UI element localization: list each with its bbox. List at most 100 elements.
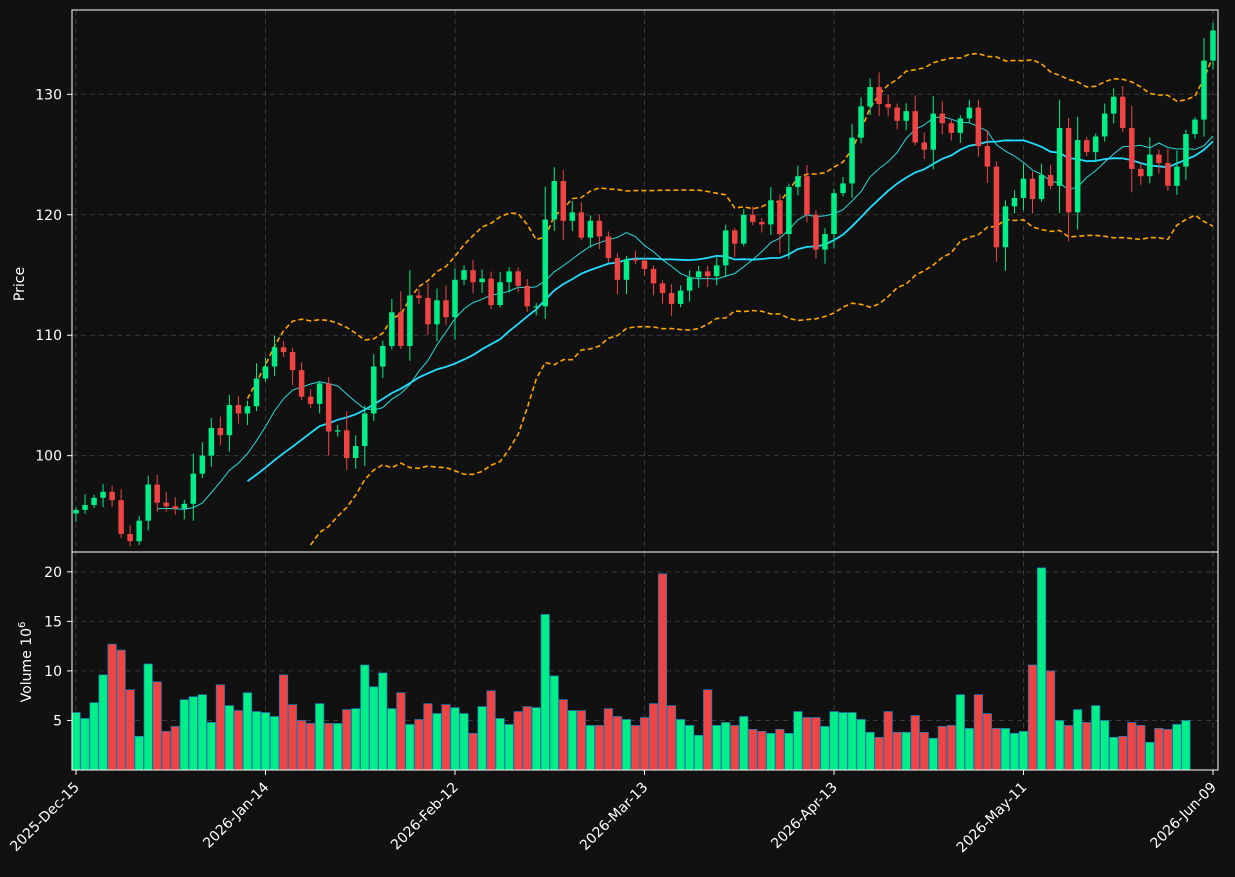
volume-bar: [531, 707, 541, 771]
candle-body: [632, 259, 639, 261]
candle-body: [1074, 140, 1081, 213]
volume-bar: [1082, 722, 1092, 771]
volume-tick-label: 5: [53, 713, 62, 729]
candle-body: [479, 278, 485, 283]
volume-bar: [504, 724, 514, 771]
candle-body: [425, 297, 431, 325]
volume-bar: [1018, 731, 1029, 771]
price-tick-label: 100: [35, 449, 62, 465]
volume-bar: [288, 704, 298, 771]
volume-bar: [829, 711, 839, 771]
candle-body: [605, 236, 612, 259]
volume-bar: [116, 649, 126, 771]
volume-bar: [513, 711, 523, 771]
candle-body: [741, 214, 747, 244]
candle-body: [542, 219, 548, 307]
candle-body: [1165, 162, 1171, 186]
candle-body: [686, 277, 693, 291]
volume-bar: [125, 689, 135, 771]
candle-body: [1156, 154, 1162, 163]
volume-bar: [260, 712, 271, 771]
volume-bar: [694, 734, 704, 771]
candle-body: [813, 214, 819, 250]
volume-bar: [838, 712, 848, 771]
bollinger-bands: [246, 52, 1214, 546]
volume-bar: [468, 732, 478, 771]
candle-body: [623, 259, 630, 280]
candle-body: [641, 260, 648, 269]
volume-bar: [179, 699, 189, 771]
candle-body: [948, 123, 955, 133]
volume-bar: [901, 731, 911, 771]
volume-bar: [964, 728, 974, 771]
volume-bar: [784, 732, 794, 771]
candle-body: [930, 113, 937, 150]
candle-body: [1210, 30, 1216, 61]
candle-body: [73, 509, 79, 514]
volume-bar: [315, 703, 325, 771]
volume-bar: [802, 717, 812, 771]
volume-bar: [98, 674, 108, 771]
volume-bar: [1127, 722, 1137, 771]
candle-body: [1002, 206, 1009, 248]
volume-bar: [188, 696, 198, 771]
volume-bar: [874, 736, 884, 771]
volume-bar: [477, 706, 487, 771]
lower-band-line: [309, 214, 1214, 546]
candle-body: [750, 214, 756, 222]
volume-bar: [306, 723, 316, 771]
volume-bar: [766, 732, 776, 771]
volume-bar: [233, 710, 243, 771]
price-gridlines: [72, 10, 1218, 552]
candle-body: [966, 107, 973, 119]
volume-bar: [1145, 741, 1155, 771]
candle-body: [975, 107, 982, 147]
volume-bar: [630, 725, 641, 771]
volume-bar: [387, 708, 397, 771]
volume-bar: [206, 722, 216, 771]
candle-body: [903, 111, 909, 121]
volume-bar: [269, 716, 280, 771]
volume-bar: [324, 723, 334, 771]
candle-body: [858, 106, 864, 138]
volume-bar: [712, 725, 722, 771]
volume-bar: [955, 694, 965, 771]
volume-bar: [1000, 728, 1011, 771]
candle-body: [163, 502, 169, 507]
volume-bar: [946, 725, 956, 771]
candle-body: [759, 221, 765, 225]
volume-bar: [549, 675, 559, 771]
candle-body: [217, 427, 224, 436]
volume-bar: [522, 706, 532, 771]
candle-body: [587, 220, 594, 238]
candle-body: [497, 282, 503, 306]
candle-body: [704, 271, 711, 277]
candle-body: [560, 181, 567, 221]
candle-body: [993, 166, 1000, 248]
volume-bar: [757, 731, 767, 771]
candle-body: [885, 103, 891, 108]
candle-body: [1192, 119, 1198, 135]
volume-bar: [847, 712, 857, 771]
candle-body: [1092, 136, 1099, 153]
candle-body: [849, 137, 855, 184]
volume-bar: [919, 731, 929, 771]
candles: [73, 22, 1216, 547]
candle-body: [199, 455, 206, 474]
candle-body: [172, 506, 179, 509]
volume-bar: [1073, 709, 1083, 771]
volume-bar: [811, 717, 821, 771]
candle-body: [470, 270, 476, 283]
candle-body: [127, 533, 133, 542]
volume-bar: [423, 703, 433, 771]
candle-body: [1129, 128, 1135, 169]
volume-bar: [333, 723, 343, 771]
volume-bar: [576, 710, 586, 771]
volume-tick-label: 15: [44, 614, 62, 630]
volume-bar: [657, 573, 668, 771]
volume-bar: [991, 728, 1001, 771]
volume-bar: [486, 690, 496, 771]
candle-body: [1047, 175, 1054, 186]
volume-bar: [1046, 670, 1056, 771]
